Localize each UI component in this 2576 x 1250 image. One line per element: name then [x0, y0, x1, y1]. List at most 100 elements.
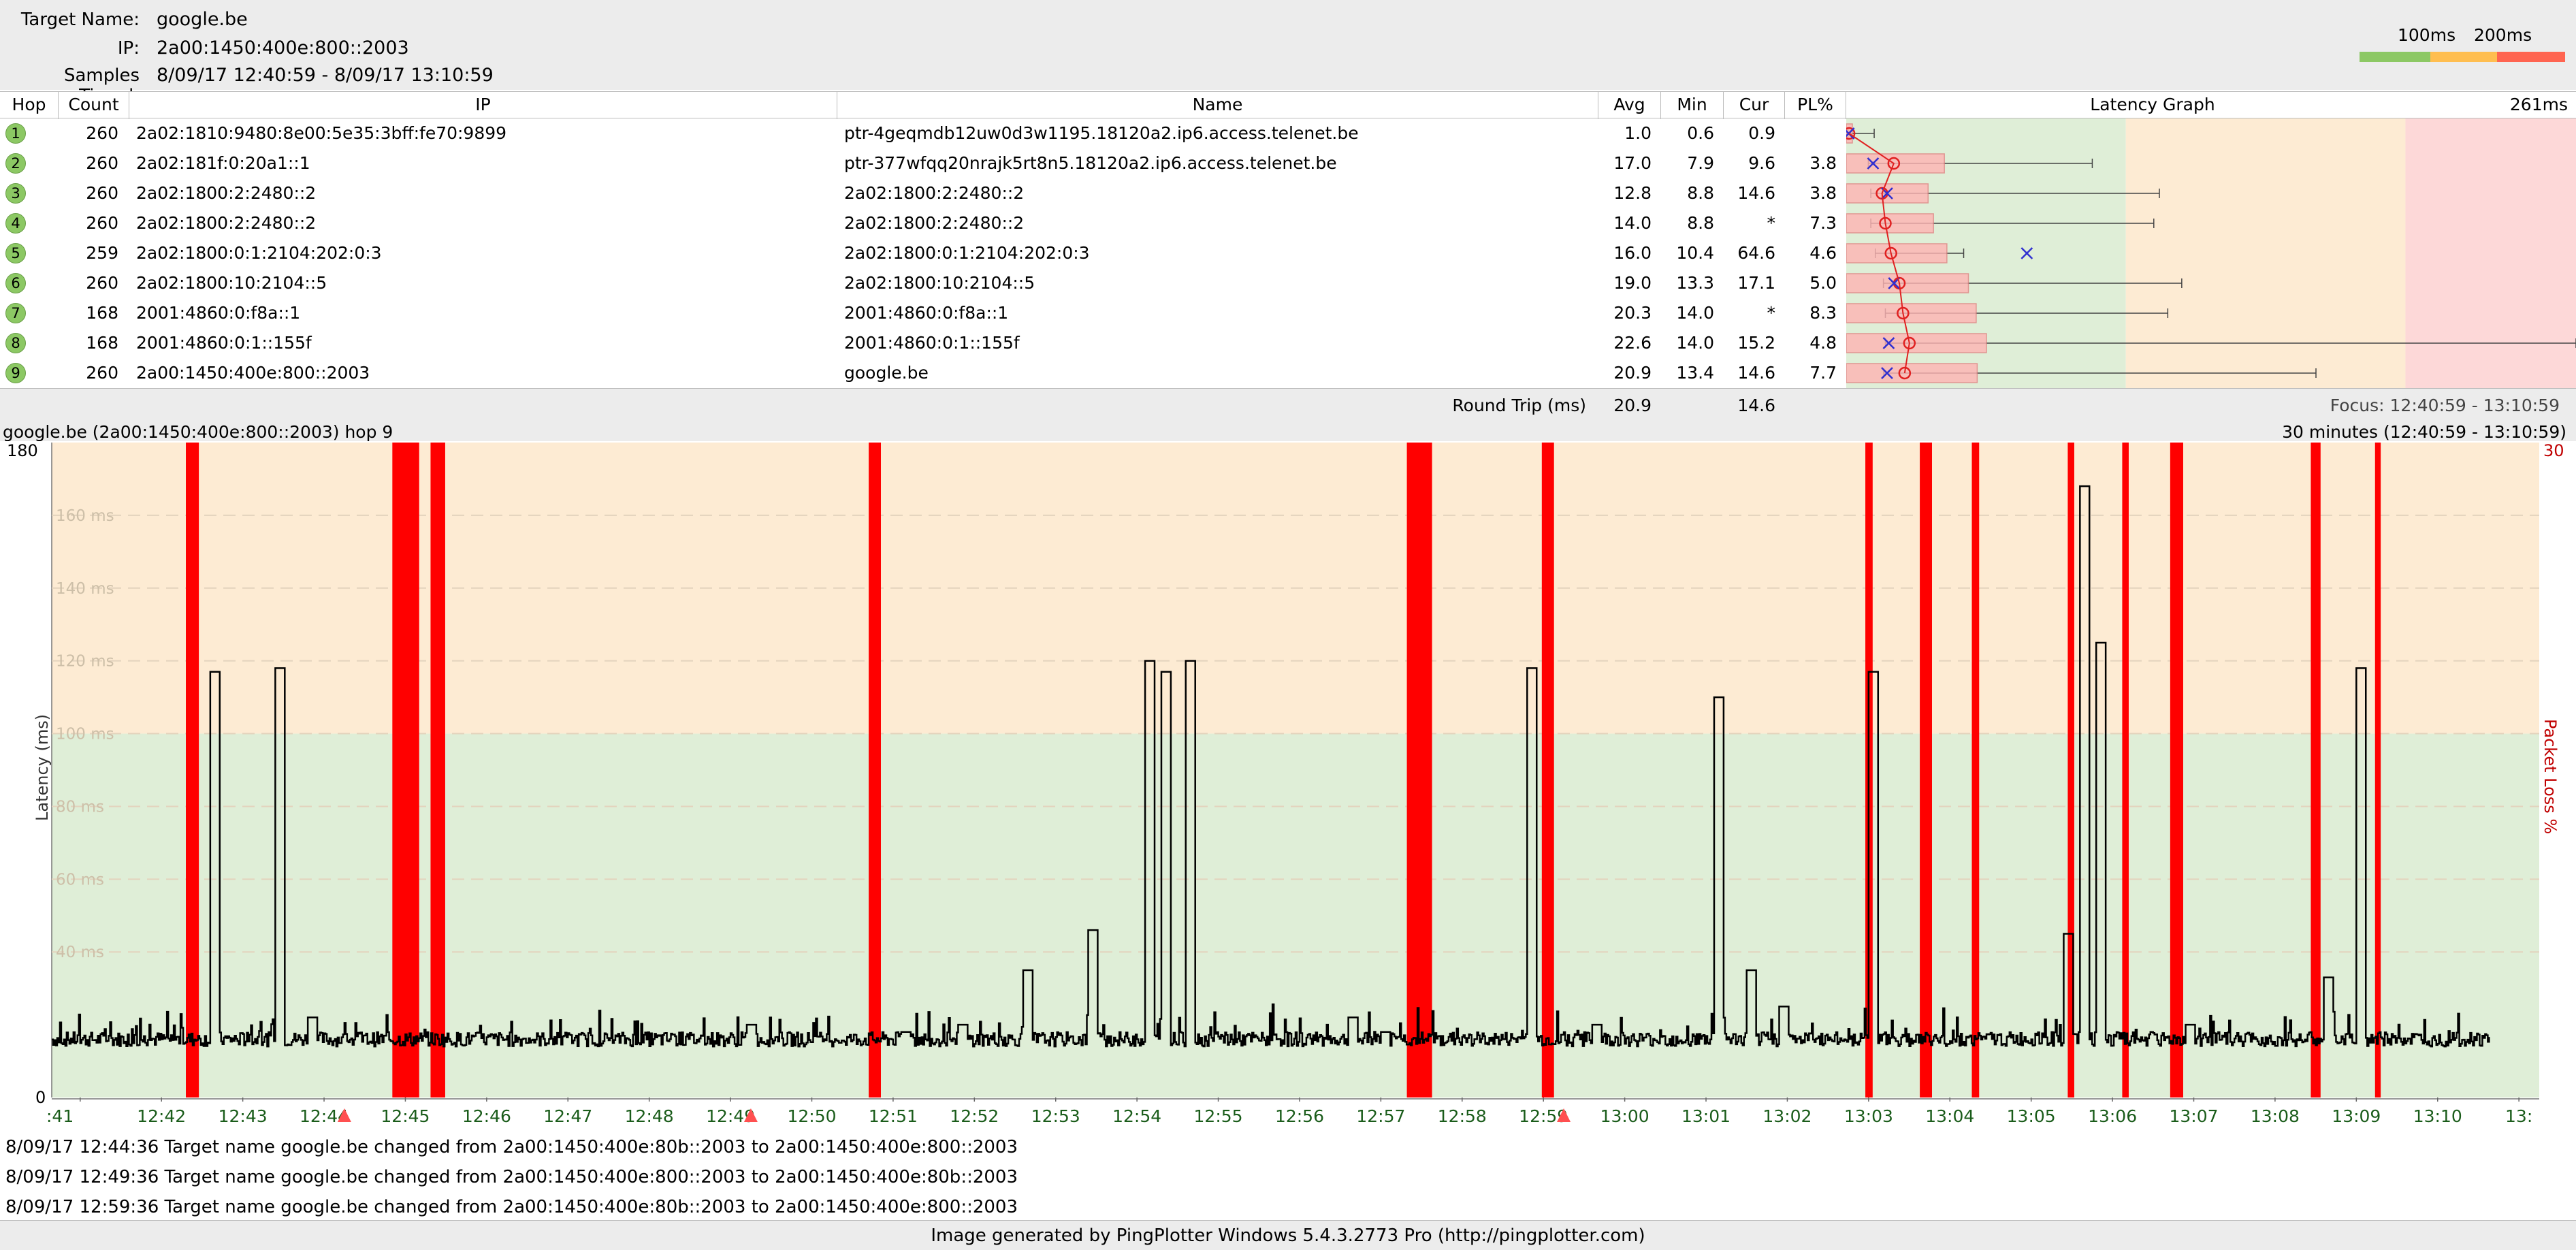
row-pl: 4.8 [1809, 333, 1837, 353]
x-tick-label: 13:09 [2332, 1106, 2381, 1126]
event-marker-icon [1557, 1108, 1571, 1122]
hop-status-icon: 7 [5, 303, 26, 323]
avg-bar [1846, 303, 1977, 323]
row-cur: 14.6 [1737, 183, 1775, 203]
table-row[interactable]: 8 168 2001:4860:0:1::155f 2001:4860:0:1:… [0, 328, 1846, 358]
x-tick-label: 12:56 [1275, 1106, 1324, 1126]
gridline-label: 80 ms [56, 798, 104, 816]
hop-number: 5 [11, 245, 20, 261]
event-item: 8/09/17 12:59:36 Target name google.be c… [5, 1197, 1018, 1217]
x-tick-label: 12:53 [1031, 1106, 1080, 1126]
row-name: 2a02:1800:0:1:2104:202:0:3 [844, 243, 1090, 263]
table-row[interactable]: 7 168 2001:4860:0:f8a::1 2001:4860:0:f8a… [0, 298, 1846, 328]
x-tick-label: 12:46 [462, 1106, 511, 1126]
row-ip: 2001:4860:0:1::155f [136, 333, 312, 353]
x-tick-label: :41 [46, 1106, 74, 1126]
col-name[interactable]: Name [837, 92, 1598, 119]
packet-loss-axis-label: Packet Loss % [2541, 719, 2560, 834]
col-ip[interactable]: IP [129, 92, 837, 119]
timeline-range[interactable]: 30 minutes (12:40:59 - 13:10:59) [2282, 422, 2566, 442]
row-name: 2001:4860:0:f8a::1 [844, 303, 1009, 323]
table-row[interactable]: 4 260 2a02:1800:2:2480::2 2a02:1800:2:24… [0, 208, 1846, 238]
round-trip-avg: 20.9 [1613, 396, 1652, 415]
row-cur: 9.6 [1748, 153, 1775, 173]
hop-number: 3 [11, 185, 20, 202]
ip-label: IP: [117, 38, 140, 59]
x-tick-label: 12:45 [381, 1106, 430, 1126]
y-top-label: 180 [7, 441, 38, 460]
row-pl: 4.6 [1809, 243, 1837, 263]
avg-bar [1846, 363, 1978, 383]
hop-status-icon: 6 [5, 273, 26, 293]
col-count[interactable]: Count [59, 92, 129, 119]
hop-number: 2 [11, 155, 20, 172]
avg-marker [1884, 246, 1897, 260]
row-pl: 7.3 [1809, 213, 1837, 233]
row-name: 2a02:1800:2:2480::2 [844, 213, 1025, 233]
x-tick-label: 12:55 [1194, 1106, 1243, 1126]
legend-bad-bar [2497, 52, 2565, 62]
gridline-label: 160 ms [56, 507, 114, 525]
x-tick-label: 12:52 [950, 1106, 999, 1126]
table-row[interactable]: 3 260 2a02:1800:2:2480::2 2a02:1800:2:24… [0, 178, 1846, 208]
packet-loss-bar [1971, 443, 1980, 1097]
hop-status-icon: 8 [5, 333, 26, 353]
timeline-header: google.be (2a00:1450:400e:800::2003) hop… [0, 421, 2576, 442]
x-tick-label: 12:54 [1112, 1106, 1161, 1126]
current-marker [1867, 157, 1880, 170]
x-tick-label: 13: [2505, 1106, 2532, 1126]
col-avg[interactable]: Avg [1598, 92, 1661, 119]
event-item: 8/09/17 12:49:36 Target name google.be c… [5, 1167, 1018, 1187]
row-name: google.be [844, 363, 929, 383]
x-tick-label: 13:02 [1762, 1106, 1812, 1126]
col-latency-graph[interactable]: Latency Graph [2090, 95, 2215, 114]
packet-loss-bar [2067, 443, 2074, 1097]
hop-number: 6 [11, 275, 20, 291]
row-avg: 19.0 [1613, 273, 1652, 293]
table-row[interactable]: 6 260 2a02:1800:10:2104::5 2a02:1800:10:… [0, 268, 1846, 298]
row-pl [1785, 118, 1837, 148]
table-row[interactable]: 1 260 2a02:1810:9480:8e00:5e35:3bff:fe70… [0, 118, 1846, 148]
x-tick-label: 12:57 [1356, 1106, 1405, 1126]
current-marker [1846, 127, 1855, 140]
x-tick-label: 12:44 [300, 1106, 349, 1126]
row-cur: 0.9 [1748, 123, 1775, 143]
x-tick-label: 12:49 [706, 1106, 755, 1126]
y-axis-label: Latency (ms) [33, 714, 52, 821]
x-tick-label: 13:10 [2413, 1106, 2462, 1126]
col-cur[interactable]: Cur [1724, 92, 1785, 119]
row-pl: 3.8 [1809, 183, 1837, 203]
round-trip-label: Round Trip (ms) [1452, 396, 1586, 415]
latency-series-line [52, 485, 2490, 1048]
row-avg: 17.0 [1613, 153, 1652, 173]
row-min: 14.0 [1676, 333, 1714, 353]
x-tick-label: 13:08 [2251, 1106, 2300, 1126]
row-ip: 2a02:181f:0:20a1::1 [136, 153, 310, 173]
packet-loss-bar [2311, 443, 2321, 1097]
legend-good-bar [2360, 52, 2430, 62]
hop-status-icon: 2 [5, 153, 26, 174]
row-min: 13.4 [1676, 363, 1714, 383]
current-marker [1881, 367, 1893, 379]
packet-loss-bar [430, 443, 445, 1097]
packet-loss-bar [2122, 443, 2129, 1097]
x-tick-label: 13:05 [2007, 1106, 2056, 1126]
gridline-label: 40 ms [56, 944, 104, 961]
packet-loss-bar [392, 443, 419, 1097]
table-row[interactable]: 5 259 2a02:1800:0:1:2104:202:0:3 2a02:18… [0, 238, 1846, 268]
col-min[interactable]: Min [1661, 92, 1724, 119]
packet-loss-bar [2170, 443, 2183, 1097]
hop-status-icon: 9 [5, 363, 26, 383]
col-hop[interactable]: Hop [0, 92, 59, 119]
graph-zone-warn [2125, 118, 2406, 388]
row-min: 7.9 [1687, 153, 1714, 173]
table-row[interactable]: 9 260 2a00:1450:400e:800::2003 google.be… [0, 358, 1846, 388]
table-row[interactable]: 2 260 2a02:181f:0:20a1::1 ptr-377wfqq20n… [0, 148, 1846, 178]
x-tick-label: 12:58 [1438, 1106, 1487, 1126]
row-ip: 2a02:1800:0:1:2104:202:0:3 [136, 243, 382, 263]
event-marker-icon [337, 1108, 351, 1122]
col-pl[interactable]: PL% [1785, 92, 1846, 119]
row-count: 168 [86, 333, 118, 353]
hop-number: 7 [11, 305, 20, 321]
